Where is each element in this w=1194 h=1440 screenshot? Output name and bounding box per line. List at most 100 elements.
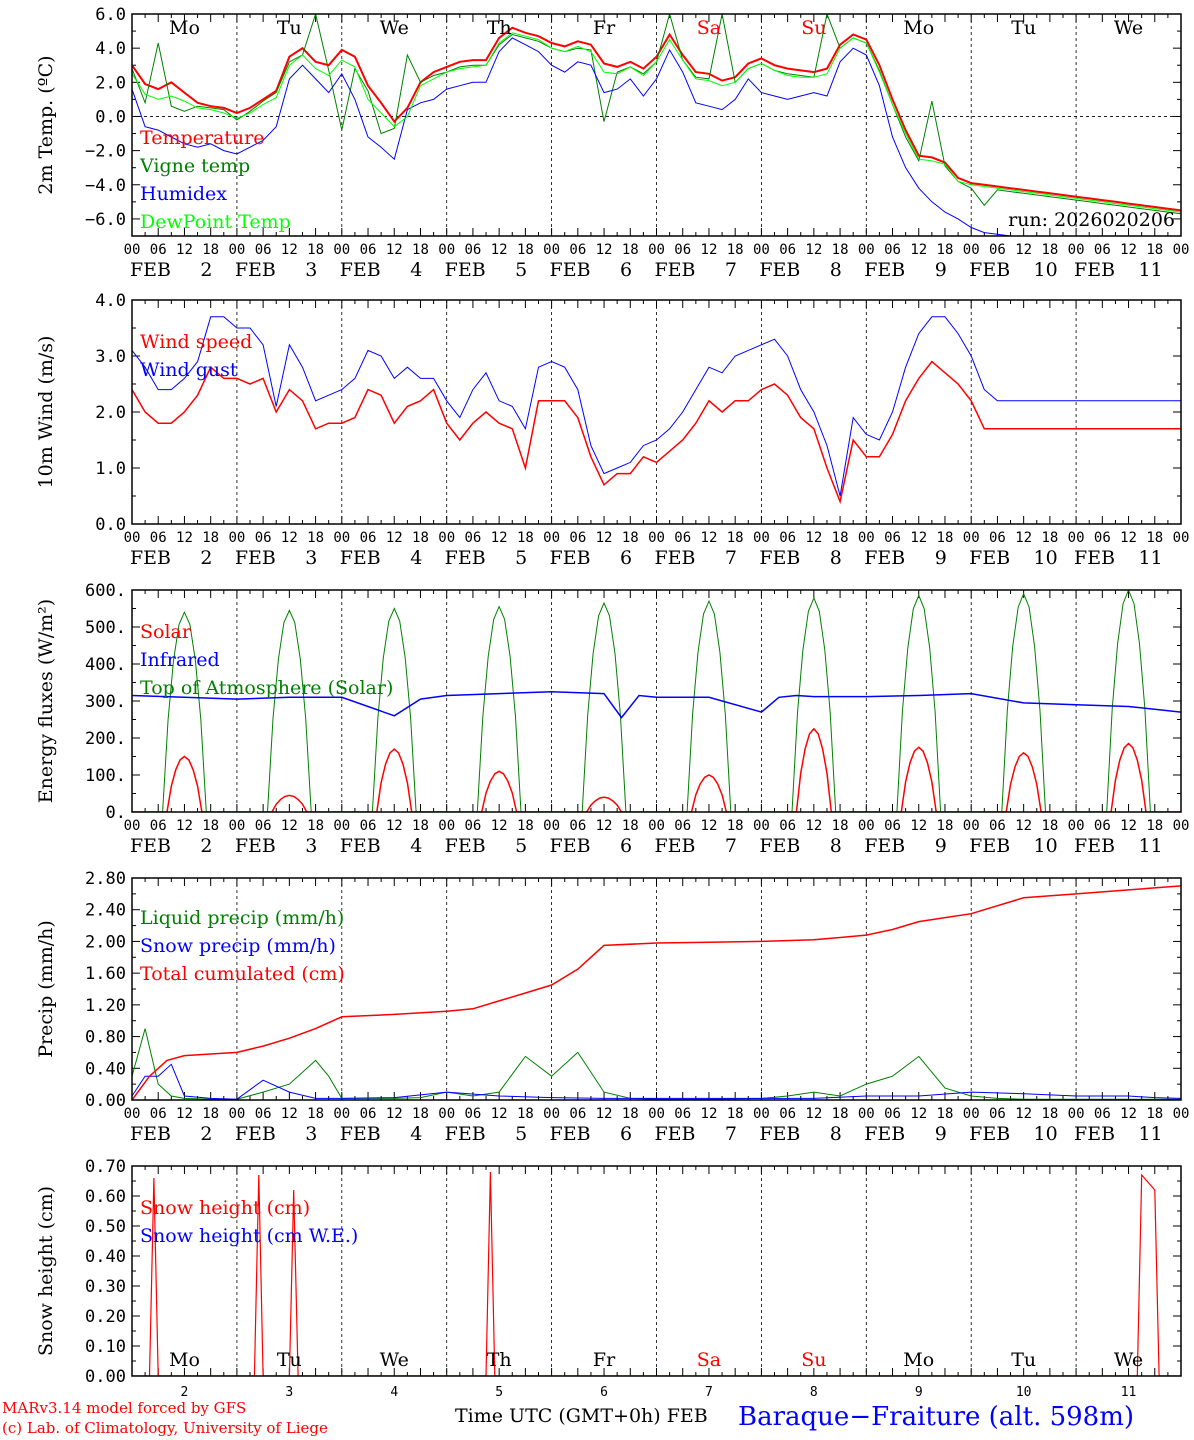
hour-tick-label: 06: [674, 242, 691, 258]
hour-tick-label: 00: [1173, 1106, 1190, 1122]
hour-tick-label: 12: [910, 242, 927, 258]
month-label: FEB: [759, 547, 800, 569]
day-label: 9: [935, 1123, 947, 1145]
month-label: FEB: [130, 547, 171, 569]
weekday-label: Tu: [277, 17, 302, 39]
weekday-label: Sa: [697, 17, 721, 39]
month-label: FEB: [550, 1123, 591, 1145]
day-label: 11: [1138, 259, 1162, 281]
hour-tick-label: 00: [858, 1106, 875, 1122]
day-label: 7: [725, 835, 737, 857]
legend-entry: Total cumulated (cm): [140, 963, 345, 985]
month-label: FEB: [445, 259, 486, 281]
month-label: FEB: [759, 259, 800, 281]
y-axis-label: Energy fluxes (W/m²): [35, 599, 57, 803]
panel-energy: 600. 500. 400. 300. 200. 100. 0. Energy fluxes …: [35, 581, 1189, 857]
y-tick-label: 1.0: [95, 459, 126, 479]
hour-tick-label: 12: [596, 242, 613, 258]
hour-tick-label: 12: [701, 1106, 718, 1122]
hour-tick-label: 00: [963, 1106, 980, 1122]
weekday-label: Fr: [593, 17, 616, 39]
hour-tick-label: 06: [360, 242, 377, 258]
hour-tick-label: 00: [333, 1106, 350, 1122]
day-label: 6: [620, 1123, 632, 1145]
weekday-label: Fr: [593, 1349, 616, 1371]
hour-tick-label: 06: [674, 530, 691, 546]
hour-tick-label: 18: [412, 818, 429, 834]
hour-tick-label: 06: [1094, 530, 1111, 546]
weekday-label: Sa: [697, 1349, 721, 1371]
weekday-label: Tu: [1011, 1349, 1036, 1371]
day-label: 5: [515, 547, 527, 569]
hour-tick-label: 00: [648, 1106, 665, 1122]
hour-tick-label: 00: [1068, 818, 1085, 834]
hour-tick-label: 18: [412, 530, 429, 546]
y-tick-label: 100.: [85, 766, 126, 786]
hour-tick-label: 06: [1094, 1106, 1111, 1122]
hour-tick-label: 12: [176, 530, 193, 546]
y-axis-label: Precip (mm/h): [35, 920, 57, 1058]
legend-entry: Wind speed: [140, 331, 252, 353]
hour-tick-label: 12: [386, 530, 403, 546]
day-number-label: 7: [705, 1385, 713, 1400]
hour-tick-label: 00: [228, 530, 245, 546]
y-tick-label: 400.: [85, 655, 126, 675]
series-total-cumulated-cm-: [132, 885, 1181, 1100]
hour-tick-label: 18: [1146, 818, 1163, 834]
hour-tick-label: 18: [622, 242, 639, 258]
day-number-label: 3: [285, 1385, 293, 1400]
month-label: FEB: [654, 259, 695, 281]
day-label: 2: [200, 547, 212, 569]
y-tick-label: 1.20: [85, 996, 126, 1016]
hour-tick-label: 00: [438, 818, 455, 834]
hour-tick-label: 18: [937, 1106, 954, 1122]
y-axis-label: Snow height (cm): [35, 1186, 57, 1356]
legend-entry: Temperature: [140, 127, 264, 149]
hour-tick-label: 00: [333, 818, 350, 834]
plot-series: [132, 316, 1181, 505]
y-tick-label: 0.10: [85, 1337, 126, 1357]
hour-tick-label: 06: [360, 1106, 377, 1122]
hour-tick-label: 12: [281, 818, 298, 834]
month-label: FEB: [340, 835, 381, 857]
x-axis-label: Time UTC (GMT+0h) FEB: [455, 1405, 708, 1427]
hour-tick-label: 18: [202, 530, 219, 546]
hour-tick-label: 06: [779, 242, 796, 258]
hour-tick-label: 18: [1146, 1106, 1163, 1122]
legend-entry: Liquid precip (mm/h): [140, 907, 344, 929]
month-label: FEB: [445, 1123, 486, 1145]
hour-tick-label: 18: [412, 1106, 429, 1122]
month-label: FEB: [759, 1123, 800, 1145]
hour-tick-label: 12: [491, 1106, 508, 1122]
hour-tick-label: 18: [1041, 1106, 1058, 1122]
hour-tick-label: 06: [884, 818, 901, 834]
hour-tick-label: 18: [202, 818, 219, 834]
series-infrared: [132, 691, 1181, 719]
panel-temp: 6.0 4.0 2.0 0.0 −2.0 −4.0 −6.0 2m Temp. (ºC) Tem…: [35, 5, 1189, 281]
day-label: 9: [935, 259, 947, 281]
y-tick-label: 0.00: [85, 1091, 126, 1111]
y-tick-label: 3.0: [95, 347, 126, 367]
series-snow-height-cm-: [132, 1171, 1181, 1376]
hour-tick-label: 00: [333, 242, 350, 258]
series-solar: [132, 727, 1181, 812]
day-label: 8: [830, 1123, 842, 1145]
legend-entry: Wind gust: [140, 359, 238, 381]
hour-tick-label: 00: [543, 1106, 560, 1122]
y-tick-label: 0.20: [85, 1307, 126, 1327]
hour-tick-label: 12: [805, 242, 822, 258]
hour-tick-label: 06: [989, 530, 1006, 546]
day-label: 6: [620, 547, 632, 569]
hour-tick-label: 00: [124, 242, 141, 258]
hour-tick-label: 00: [1173, 818, 1190, 834]
hour-tick-label: 06: [464, 1106, 481, 1122]
month-label: FEB: [445, 547, 486, 569]
hour-tick-label: 00: [438, 242, 455, 258]
y-tick-label: 0.40: [85, 1059, 126, 1079]
y-tick-label: −2.0: [85, 142, 126, 162]
hour-tick-label: 06: [360, 818, 377, 834]
plot-series: [132, 885, 1181, 1100]
hour-tick-label: 06: [779, 530, 796, 546]
y-tick-label: 0.0: [95, 515, 126, 535]
hour-tick-label: 00: [858, 530, 875, 546]
